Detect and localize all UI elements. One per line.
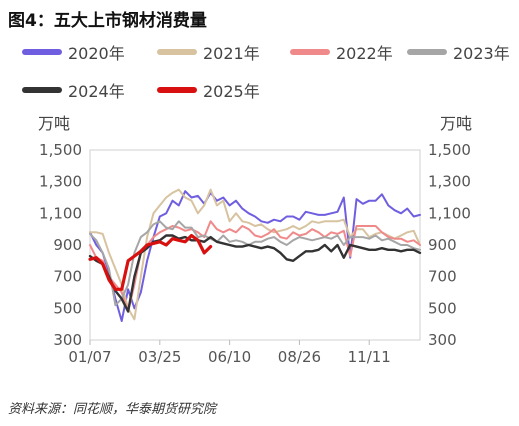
y-tick-left-label: 700: [53, 268, 82, 286]
y-tick-right-label: 1,100: [428, 204, 471, 222]
x-tick-label: 08/26: [278, 348, 321, 366]
y-tick-left-label: 1,300: [39, 173, 82, 191]
x-tick-label: 06/10: [208, 348, 251, 366]
plot-frame: [89, 149, 421, 341]
y-axis-left-unit: 万吨: [38, 114, 71, 133]
y-tick-right-label: 500: [428, 299, 457, 317]
y-tick-left-label: 900: [53, 236, 82, 254]
y-tick-right-label: 1,300: [428, 173, 471, 191]
series-2024-line: [88, 234, 422, 313]
y-tick-right-label: 300: [428, 331, 457, 349]
legend-label-2021: 2021年: [203, 44, 260, 63]
legend-swatch-2020: [22, 49, 62, 55]
legend-label-2023: 2023年: [453, 44, 510, 63]
y-tick-right-label: 900: [428, 236, 457, 254]
x-tick-label: 01/07: [68, 348, 111, 366]
legend-item-2025: 2025年: [157, 78, 260, 102]
source-note: 资料来源：同花顺，华泰期货研究院: [8, 402, 217, 417]
legend-item-2023: 2023年: [407, 40, 510, 64]
legend-swatch-2021: [157, 49, 197, 55]
x-tick-label: 03/25: [138, 348, 181, 366]
y-tick-right-label: 1,500: [428, 141, 471, 159]
y-tick-left-label: 1,100: [39, 204, 82, 222]
legend-item-2024: 2024年: [22, 78, 125, 102]
legend-swatch-2025: [157, 87, 197, 93]
chart-title: 图4：五大上市钢材消费量: [8, 11, 207, 31]
legend-item-2022: 2022年: [290, 40, 393, 64]
legend-label-2025: 2025年: [203, 82, 260, 101]
y-tick-right-label: 700: [428, 268, 457, 286]
legend-item-2020: 2020年: [22, 40, 125, 64]
x-tick-label: 11/11: [348, 348, 391, 366]
y-tick-left-label: 300: [53, 331, 82, 349]
legend-label-2020: 2020年: [68, 44, 125, 63]
series-2025-line: [88, 233, 213, 291]
series-2020-line: [89, 190, 421, 322]
legend-label-2022: 2022年: [336, 44, 393, 63]
legend-swatch-2022: [290, 49, 330, 55]
y-tick-left-label: 1,500: [39, 141, 82, 159]
legend-swatch-2023: [407, 49, 447, 55]
legend-item-2021: 2021年: [157, 40, 260, 64]
legend-label-2024: 2024年: [68, 82, 125, 101]
y-axis-right-unit: 万吨: [440, 114, 473, 133]
series-2023-line: [89, 220, 421, 307]
y-tick-left-label: 500: [53, 299, 82, 317]
legend-swatch-2024: [22, 87, 62, 93]
